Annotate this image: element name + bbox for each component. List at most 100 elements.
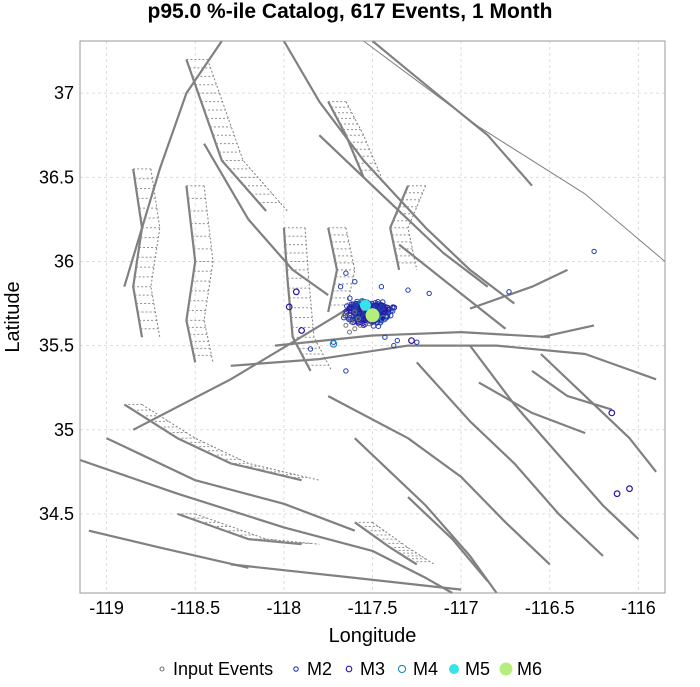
- fault-line: [203, 185, 214, 363]
- x-tick-label: -118.5: [170, 598, 220, 618]
- fault-line: [531, 370, 613, 411]
- legend-marker: [159, 666, 165, 672]
- fault-line: [327, 395, 551, 566]
- y-tick-label: 37: [54, 83, 74, 103]
- data-point-m2: [307, 346, 314, 352]
- fault-line: [141, 404, 320, 481]
- data-point-m3: [626, 485, 633, 493]
- data-point-m3: [408, 337, 415, 345]
- x-tick-labels: -119 -118.5 -118 -117.5 -117 -116.5 -116: [89, 598, 656, 618]
- legend-label: M2: [307, 659, 332, 679]
- fault-line: [415, 361, 604, 557]
- fault-line: [274, 331, 550, 347]
- data-point-m3: [298, 327, 306, 334]
- cluster-event-marker: [352, 306, 359, 313]
- legend-label: M3: [360, 659, 385, 679]
- data-point-input-events: [355, 316, 361, 322]
- data-point-m3: [608, 409, 616, 417]
- data-point-m2: [343, 270, 349, 276]
- x-tick-label: -116: [621, 598, 656, 618]
- fault-line: [304, 227, 333, 372]
- data-point-m3: [613, 490, 621, 498]
- data-point-m2: [343, 368, 349, 374]
- x-tick-label: -119: [89, 598, 124, 618]
- data-point-m2: [394, 337, 400, 344]
- y-tick-label: 36.5: [39, 167, 74, 187]
- legend-marker: [449, 664, 459, 674]
- data-point-m2: [337, 284, 344, 290]
- legend: Input Events M2 M3 M4 M5 M6: [159, 659, 542, 679]
- cluster-event-marker: [385, 306, 392, 313]
- y-tick-label: 36: [54, 251, 74, 271]
- legend-label: M4: [413, 659, 438, 679]
- data-point-m4: [379, 314, 387, 323]
- data-point-input-events: [343, 322, 349, 328]
- data-point-m5: [359, 299, 371, 311]
- cluster-event-marker: [378, 305, 385, 312]
- fault-line: [88, 529, 249, 569]
- fault-line: [79, 458, 453, 594]
- fault-line: [106, 437, 356, 532]
- fault-line: [371, 40, 533, 187]
- y-tick-label: 35.5: [39, 336, 74, 356]
- cluster-event-marker: [356, 310, 363, 317]
- y-tick-labels: 34.5 35 35.5 36 36.5 37: [39, 83, 74, 524]
- fault-line: [407, 185, 427, 271]
- fault-line: [230, 563, 462, 591]
- legend-marker: [293, 666, 299, 672]
- fault-line: [150, 168, 161, 338]
- data-point-input-events: [366, 321, 372, 327]
- fault-line: [363, 40, 666, 262]
- data-point-m2: [352, 279, 358, 285]
- fault-line: [282, 40, 515, 305]
- x-tick-label: -117: [444, 598, 479, 618]
- data-point-m2: [405, 287, 411, 293]
- x-tick-label: -117.5: [348, 598, 398, 618]
- fault-line: [327, 227, 339, 313]
- legend-marker: [345, 665, 353, 673]
- fault-line: [540, 324, 595, 339]
- data-point-input-events: [357, 322, 363, 328]
- data-point-input-events: [341, 312, 347, 318]
- fault-line: [203, 143, 329, 296]
- data-point-input-events: [347, 329, 352, 335]
- data-point-input-events: [348, 319, 354, 325]
- legend-marker: [499, 662, 513, 676]
- x-tick-label: -118: [267, 598, 302, 618]
- data-point-m3: [285, 303, 293, 311]
- fault-line: [540, 353, 657, 473]
- fault-line: [354, 437, 498, 594]
- data-point-input-events: [352, 326, 358, 332]
- legend-label: M5: [465, 659, 490, 679]
- fault-line: [478, 381, 586, 435]
- cluster-event-marker: [346, 305, 353, 311]
- data-point-m3: [292, 288, 300, 296]
- legend-label: M6: [517, 659, 542, 679]
- y-axis-label: Latitude: [2, 281, 24, 352]
- x-axis-label: Longitude: [329, 625, 417, 647]
- data-point-m2: [426, 290, 432, 297]
- fault-line: [398, 243, 507, 330]
- y-tick-label: 35: [54, 420, 74, 440]
- data-point-m6: [365, 308, 380, 323]
- data-point-m2: [414, 339, 420, 345]
- data-point-input-events: [352, 309, 358, 315]
- fault-line: [230, 344, 657, 381]
- data-points: [285, 248, 633, 498]
- plot-frame: [79, 40, 666, 594]
- data-point-m4: [329, 340, 338, 348]
- legend-marker: [397, 664, 407, 674]
- data-point-m2: [506, 289, 512, 295]
- y-tick-label: 34.5: [39, 504, 74, 524]
- fault-line: [185, 185, 197, 363]
- cluster-event-marker: [347, 295, 353, 302]
- data-point-m2: [378, 284, 385, 290]
- legend-label: Input Events: [173, 659, 273, 679]
- fault-line: [177, 512, 302, 546]
- fault-line: [407, 496, 489, 582]
- fault-line: [327, 101, 365, 178]
- fault-line: [132, 297, 365, 431]
- fault-line: [469, 344, 640, 540]
- cluster-event-marker: [388, 307, 394, 314]
